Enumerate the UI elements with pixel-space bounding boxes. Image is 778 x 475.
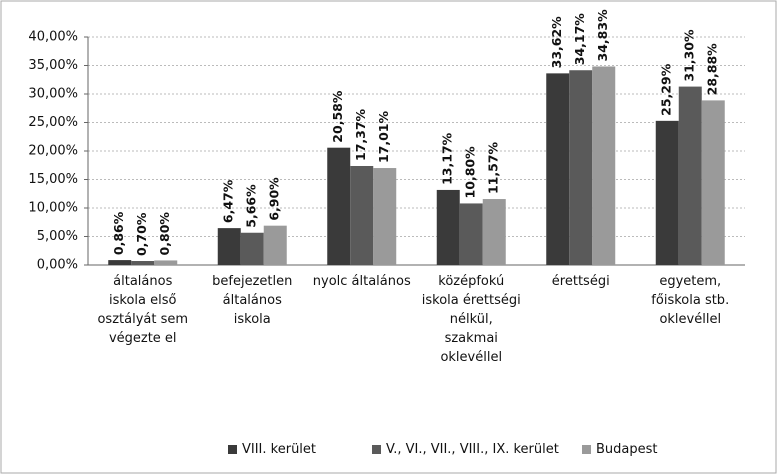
x-tick-label: érettségi [551,274,610,289]
data-label: 28,88% [705,43,720,96]
bar [373,168,397,265]
x-tick-label: egyetem, főiskola stb. oklevéllel [651,274,730,327]
legend-label: VIII. kerület [242,442,317,457]
y-tick-label: 10,00% [28,201,78,216]
data-label: 17,01% [376,111,391,164]
y-tick-label: 35,00% [28,58,78,73]
bar [436,189,460,265]
bar [108,260,132,265]
data-label: 0,70% [134,212,149,256]
y-tick-label: 0,00% [37,258,78,273]
data-label: 0,86% [111,211,126,255]
data-label: 17,37% [353,108,368,161]
bar [678,86,702,265]
data-label: 11,57% [486,142,501,195]
x-tick-label: középfokú iskola érettségi nélkül, szakm… [421,274,521,365]
data-label: 31,30% [682,29,697,82]
x-tick-label: általános iskola első osztályát sem vége… [97,274,189,346]
x-tick-label: befejezetlen általános iskola [212,274,293,327]
legend-item: V., VI., VII., VIII., IX. kerület [372,442,559,457]
data-label: 34,17% [572,13,587,66]
bar [592,66,616,266]
legend-item: Budapest [582,442,658,457]
y-tick-label: 30,00% [28,87,78,102]
legend-label: V., VI., VII., VIII., IX. kerület [386,442,559,457]
data-label: 13,17% [440,132,455,185]
data-label: 6,47% [221,179,236,223]
data-label: 5,66% [244,184,259,228]
bar [240,232,264,265]
bar [131,261,155,265]
legend-swatch [228,445,237,454]
data-label: 34,83% [595,9,610,62]
y-tick-label: 5,00% [37,229,78,244]
data-label: 25,29% [659,63,674,116]
legend-label: Budapest [596,442,658,457]
legend-swatch [582,445,591,454]
data-label: 20,58% [330,90,345,143]
bar [459,203,483,265]
bar [327,147,351,265]
bar [217,228,241,265]
y-tick-label: 25,00% [28,115,78,130]
legend-swatch [372,445,381,454]
data-label: 6,90% [267,177,282,221]
data-label: 33,62% [549,16,564,69]
bar [154,260,178,265]
legend-item: VIII. kerület [228,442,316,457]
y-tick-label: 40,00% [28,30,78,45]
y-tick-label: 15,00% [28,172,78,187]
bar [263,225,287,265]
bar [350,165,374,265]
bar [546,73,570,265]
bar [655,120,679,265]
y-tick-label: 20,00% [28,144,78,159]
x-tick-label: nyolc általános [312,274,411,289]
bar [569,70,593,265]
bar [701,100,725,265]
data-label: 0,80% [157,212,172,256]
bar [482,199,506,265]
data-label: 10,80% [463,146,478,199]
